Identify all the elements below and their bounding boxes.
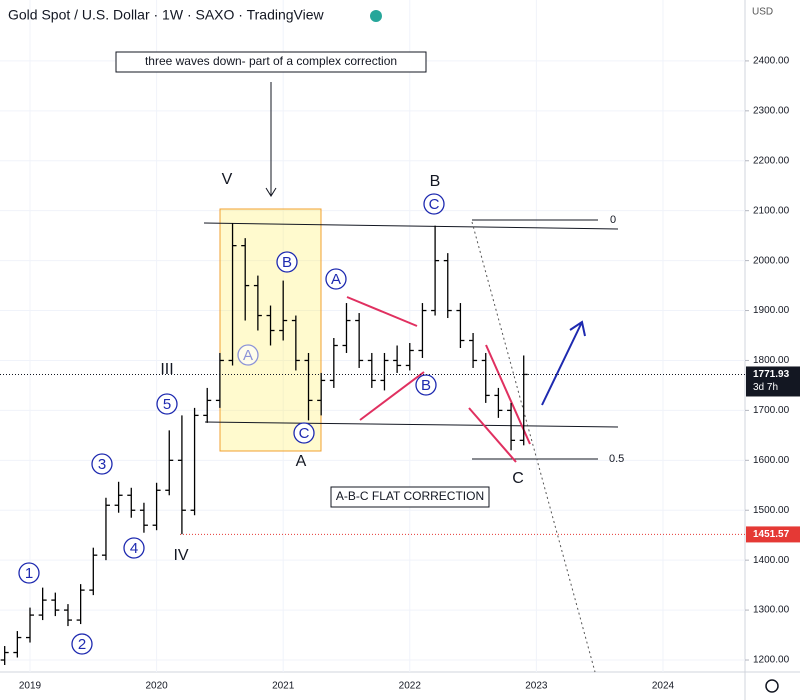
circle-label: 1 <box>25 565 33 582</box>
price-note: 3d 7h <box>753 382 778 393</box>
circle <box>18 562 40 584</box>
circle-label: 4 <box>130 540 138 557</box>
y-tick-label: 2400.00 <box>753 56 790 67</box>
y-tick-label: 1800.00 <box>753 355 790 366</box>
circle-label: A <box>243 347 253 364</box>
circle <box>423 193 445 215</box>
circle-label: B <box>282 254 292 271</box>
arrow <box>541 320 586 406</box>
channel-line <box>204 421 619 428</box>
arrow <box>265 82 277 197</box>
wave-label: V <box>222 171 233 188</box>
red-line <box>468 407 517 463</box>
flat-box <box>330 486 490 508</box>
y-tick-label: 1200.00 <box>753 655 790 666</box>
wave-label: IV <box>173 547 188 564</box>
red-line <box>359 371 425 421</box>
circle <box>325 268 347 290</box>
circle <box>156 393 178 415</box>
circle-label: A <box>331 271 341 288</box>
circle <box>91 453 113 475</box>
circle-label: 5 <box>163 396 171 413</box>
x-tick-label: 2019 <box>19 681 42 692</box>
red-line <box>346 296 418 327</box>
circle <box>293 422 315 444</box>
status-dot <box>370 10 382 22</box>
y-tick-label: 1900.00 <box>753 305 790 316</box>
circle-labels: 1 2 3 4 5 A B C A B C <box>18 193 445 655</box>
y-tick-label: 1700.00 <box>753 405 790 416</box>
note-box <box>115 51 427 73</box>
currency[interactable]: USD <box>752 7 773 18</box>
x-tick-label: 2020 <box>145 681 168 692</box>
price-box <box>746 526 800 543</box>
circle <box>276 251 298 273</box>
y-tick-label: 1600.00 <box>753 455 790 466</box>
x-tick-label: 2023 <box>525 681 548 692</box>
y-tick-label: 2100.00 <box>753 205 790 216</box>
y-tick-label: 1500.00 <box>753 505 790 516</box>
fib-label: 0 <box>610 214 616 226</box>
settings-icon[interactable] <box>765 679 779 693</box>
circle-label: 3 <box>98 456 106 473</box>
circle-label: C <box>429 196 440 213</box>
circle <box>415 374 437 396</box>
y-tick-label: 2200.00 <box>753 155 790 166</box>
y-tick-label: 1400.00 <box>753 555 790 566</box>
chart-title: Gold Spot / U.S. Dollar · 1W · SAXO · Tr… <box>8 7 325 23</box>
channel-line <box>203 222 619 230</box>
x-tick-label: 2022 <box>399 681 422 692</box>
price-label: 1771.93 <box>753 369 790 380</box>
circle <box>123 537 145 559</box>
circle-label: 2 <box>78 636 86 653</box>
fib-label: 0.5 <box>609 453 624 465</box>
wave-label: B <box>430 173 441 190</box>
x-tick-label: 2024 <box>652 681 675 692</box>
circle <box>71 633 93 655</box>
red-line <box>485 344 531 445</box>
y-tick-label: 2000.00 <box>753 255 790 266</box>
y-tick-label: 2300.00 <box>753 105 790 116</box>
circle-label: B <box>421 377 431 394</box>
flat-label: A-B-C FLAT CORRECTION <box>336 489 484 503</box>
price-box <box>746 366 800 397</box>
circle-label: C <box>299 425 310 442</box>
price-label: 1451.57 <box>753 529 790 540</box>
wave-label: C <box>512 470 524 487</box>
wave-label: III <box>160 361 173 378</box>
wave-label: A <box>296 453 307 470</box>
x-tick-label: 2021 <box>272 681 295 692</box>
circle <box>237 344 259 366</box>
bars <box>0 223 528 666</box>
note: three waves down- part of a complex corr… <box>145 54 397 68</box>
y-tick-label: 1300.00 <box>753 605 790 616</box>
